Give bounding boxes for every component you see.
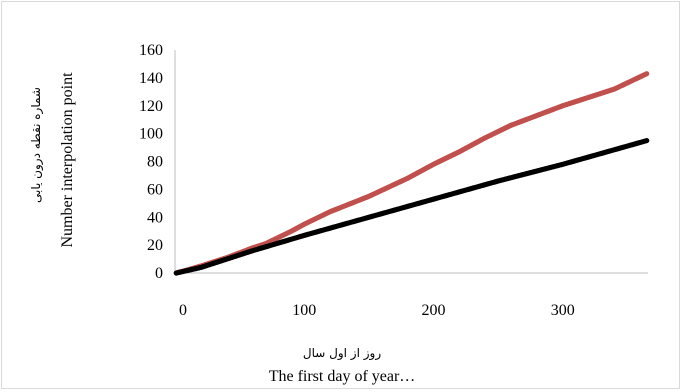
data-point [644, 71, 650, 77]
y-tick-label: 140 [139, 70, 163, 87]
data-point [644, 137, 650, 144]
x-tick-label: 100 [292, 302, 316, 319]
y-axis-label-fa: شماره نقطه درون یابی [29, 87, 44, 203]
x-tick-label: 200 [421, 302, 445, 319]
x-axis-label: The first day of year… [269, 368, 416, 385]
series-red [173, 71, 650, 276]
y-axis-label: Number interpolation point [59, 72, 76, 248]
tick-labels: 0 20 40 60 80 100 120 140 160 0 100 200 300 [139, 42, 575, 319]
x-tick-label: 300 [551, 302, 575, 319]
axes [174, 50, 648, 274]
y-tick-label: 80 [147, 154, 163, 171]
x-tick-label: 0 [179, 302, 187, 319]
y-tick-label: 160 [139, 42, 163, 59]
series-black [173, 137, 650, 276]
y-tick-label: 20 [147, 237, 163, 254]
y-tick-label: 0 [155, 265, 163, 282]
x-axis-label-fa: روز از اول سال [303, 346, 381, 361]
series-layer [173, 71, 650, 276]
y-tick-label: 40 [147, 209, 163, 226]
y-tick-label: 120 [139, 98, 163, 115]
y-tick-label: 100 [139, 126, 163, 143]
y-tick-label: 60 [147, 181, 163, 198]
